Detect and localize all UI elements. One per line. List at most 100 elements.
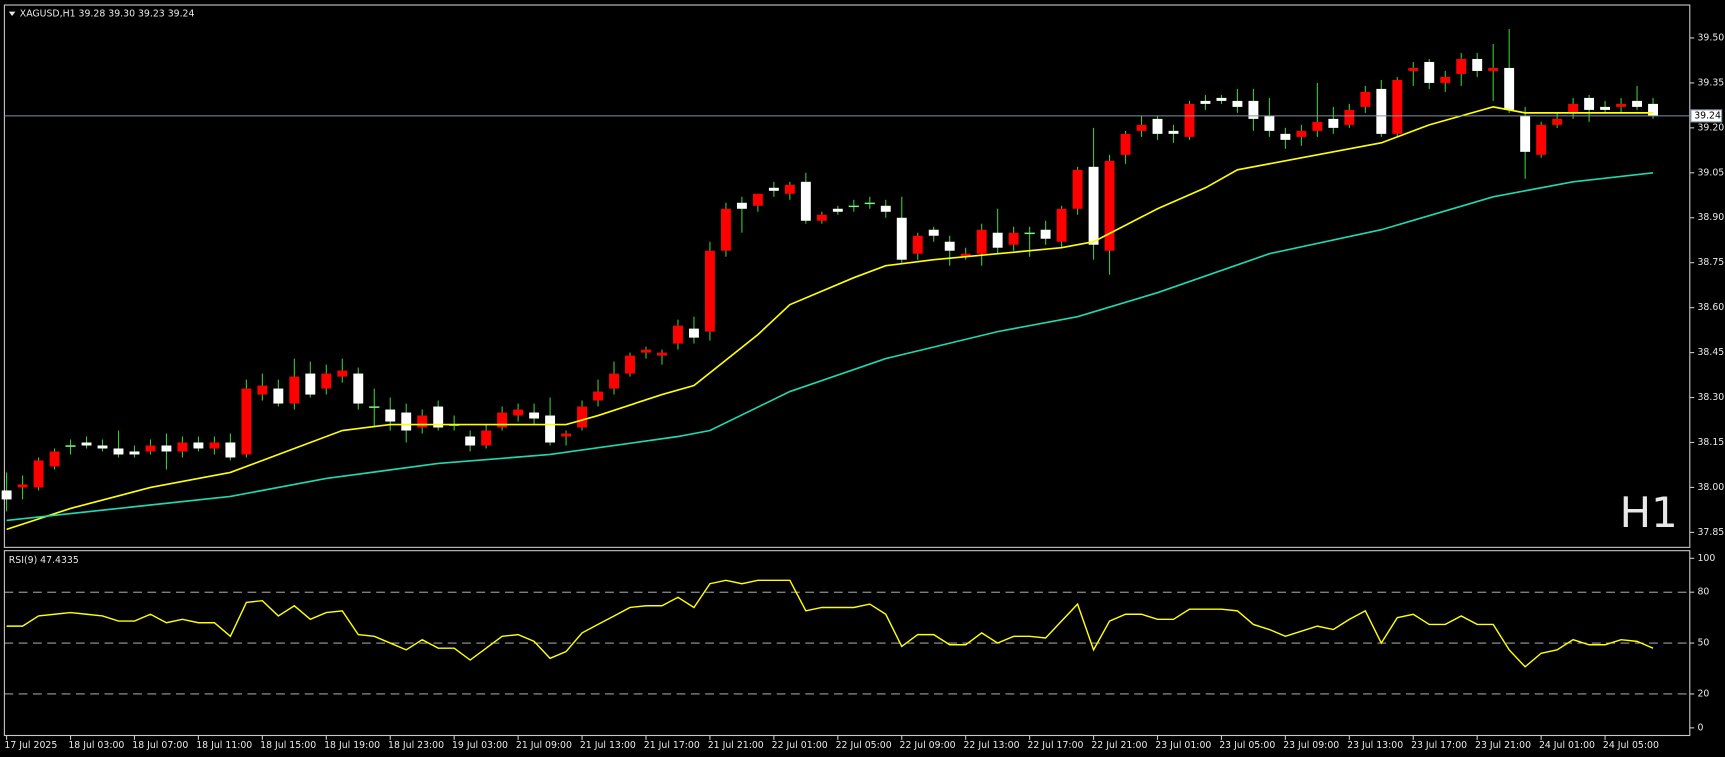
candle-body bbox=[1248, 100, 1259, 119]
candle-body bbox=[1552, 118, 1563, 125]
y-tick-label: 38.75 bbox=[1697, 257, 1724, 268]
candle-body bbox=[145, 445, 156, 452]
last-price-box bbox=[1690, 109, 1723, 123]
x-tick-label: 23 Jul 05:00 bbox=[1219, 740, 1275, 751]
candle-body bbox=[497, 412, 508, 428]
candle-body bbox=[1536, 124, 1547, 155]
x-tick-label: 23 Jul 17:00 bbox=[1411, 740, 1467, 751]
x-tick-label: 21 Jul 09:00 bbox=[516, 740, 572, 751]
rsi-title: RSI(9) 47.4335 bbox=[9, 555, 79, 566]
candle-body bbox=[193, 442, 204, 449]
candle-body bbox=[177, 442, 188, 452]
x-tick-label: 22 Jul 01:00 bbox=[772, 740, 828, 751]
candle-body bbox=[1072, 169, 1083, 209]
candle-body bbox=[385, 409, 396, 422]
candle-body bbox=[848, 205, 860, 208]
candle-body bbox=[625, 355, 635, 374]
x-tick-label: 19 Jul 03:00 bbox=[452, 740, 508, 751]
period-label: H1 bbox=[1620, 488, 1678, 537]
candle-body bbox=[1408, 67, 1419, 71]
candle-body bbox=[1392, 79, 1403, 134]
candle-body bbox=[33, 460, 44, 488]
candle-body bbox=[1584, 97, 1595, 110]
moving-average bbox=[6, 171, 1654, 522]
x-tick-label: 22 Jul 09:00 bbox=[900, 740, 956, 751]
y-tick-label: 38.90 bbox=[1697, 212, 1724, 223]
last-price-label: 39.24 bbox=[1694, 110, 1721, 121]
candle-body bbox=[241, 388, 252, 455]
candle-body bbox=[273, 388, 284, 404]
candle-body bbox=[1152, 118, 1163, 134]
candle-body bbox=[577, 406, 588, 428]
candle-body bbox=[1376, 88, 1387, 134]
candle-body bbox=[1520, 115, 1531, 152]
candle-body bbox=[433, 406, 444, 428]
candle-body bbox=[880, 205, 891, 212]
candle-body bbox=[1136, 124, 1147, 131]
candle-body bbox=[1440, 76, 1451, 83]
candle-body bbox=[1040, 229, 1051, 239]
candle-body bbox=[305, 373, 316, 395]
menu-arrow[interactable] bbox=[8, 11, 16, 17]
candle-body bbox=[1568, 103, 1579, 113]
x-tick-label: 24 Jul 05:00 bbox=[1603, 740, 1659, 751]
candle-body bbox=[1024, 232, 1035, 235]
x-tick-label: 17 Jul 2025 bbox=[4, 740, 57, 751]
candle-body bbox=[816, 214, 827, 221]
candle-body bbox=[1312, 121, 1323, 131]
candle-body bbox=[593, 391, 603, 401]
x-tick-label: 18 Jul 23:00 bbox=[388, 740, 444, 751]
y-tick-label: 39.05 bbox=[1697, 167, 1724, 178]
x-tick-label: 18 Jul 15:00 bbox=[260, 740, 316, 751]
candle-body bbox=[401, 412, 412, 431]
candle-body bbox=[896, 217, 907, 260]
candle-body bbox=[113, 448, 124, 455]
y-tick-label: 39.35 bbox=[1697, 77, 1724, 88]
x-tick-label: 21 Jul 13:00 bbox=[580, 740, 636, 751]
candle-body bbox=[209, 442, 220, 449]
x-tick-label: 22 Jul 05:00 bbox=[836, 740, 892, 751]
candle-body bbox=[1296, 130, 1307, 137]
y-tick-label: 80 bbox=[1697, 587, 1709, 598]
candle-body bbox=[1, 490, 12, 500]
candle-body bbox=[1232, 100, 1243, 107]
x-tick-label: 23 Jul 13:00 bbox=[1347, 740, 1403, 751]
candle-body bbox=[720, 208, 731, 251]
candle-body bbox=[1120, 133, 1131, 155]
x-tick-label: 18 Jul 07:00 bbox=[132, 740, 188, 751]
x-tick-label: 23 Jul 21:00 bbox=[1475, 740, 1531, 751]
candle-body bbox=[609, 373, 619, 389]
candle-body bbox=[257, 385, 268, 395]
candle-body bbox=[321, 373, 332, 389]
y-tick-label: 50 bbox=[1697, 638, 1709, 649]
y-tick-label: 38.00 bbox=[1697, 482, 1724, 493]
y-tick-label: 37.85 bbox=[1697, 527, 1724, 538]
candle-body bbox=[337, 370, 348, 377]
candle-body bbox=[289, 376, 300, 404]
candle-body bbox=[1424, 61, 1435, 83]
x-tick-label: 23 Jul 01:00 bbox=[1155, 740, 1211, 751]
moving-average bbox=[6, 106, 1654, 531]
y-tick-label: 0 bbox=[1697, 722, 1703, 733]
candle-body bbox=[161, 445, 172, 452]
y-tick-label: 39.20 bbox=[1697, 122, 1724, 133]
y-tick-label: 100 bbox=[1697, 553, 1715, 564]
x-tick-label: 18 Jul 11:00 bbox=[196, 740, 252, 751]
candle-body bbox=[1600, 106, 1611, 110]
x-tick-label: 22 Jul 13:00 bbox=[963, 740, 1019, 751]
candle-body bbox=[1616, 103, 1627, 107]
candle-body bbox=[81, 442, 92, 446]
candle-body bbox=[1328, 118, 1339, 128]
candle-body bbox=[912, 235, 923, 254]
candle-body bbox=[129, 451, 140, 455]
candle-body bbox=[1168, 130, 1179, 134]
x-tick-label: 21 Jul 17:00 bbox=[644, 740, 700, 751]
candle-body bbox=[353, 373, 364, 404]
candle-body bbox=[736, 202, 747, 209]
candle-body bbox=[65, 445, 76, 447]
candle-body bbox=[768, 187, 779, 191]
candle-body bbox=[1216, 97, 1227, 101]
candle-body bbox=[369, 406, 380, 408]
